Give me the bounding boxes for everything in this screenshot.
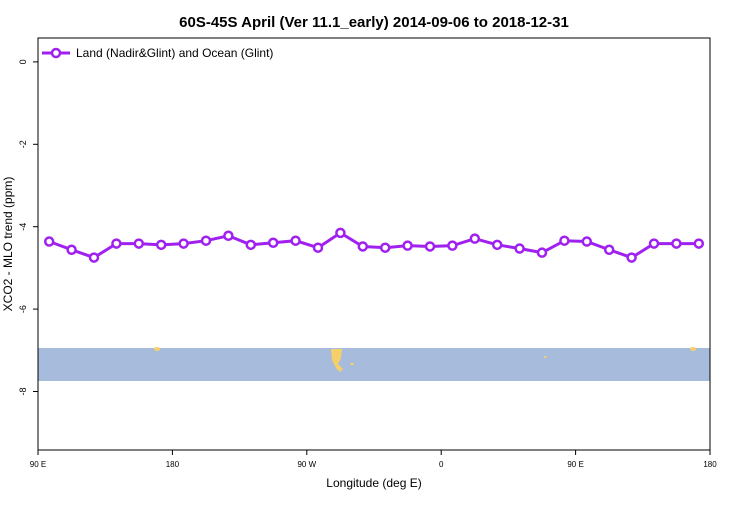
y-tick-label: -2: [18, 140, 28, 148]
data-point: [155, 239, 167, 251]
legend-marker: [50, 47, 62, 59]
plot-frame: [37, 37, 711, 451]
data-point: [626, 252, 637, 263]
data-point: [312, 242, 324, 253]
data-point: [693, 238, 705, 249]
data-point: [648, 238, 660, 249]
x-tick-label: 0: [439, 460, 444, 469]
land-patch: [350, 363, 354, 365]
data-point: [111, 238, 122, 249]
x-tick-label: 180: [166, 460, 180, 469]
data-point: [402, 240, 413, 251]
y-tick-label: -6: [18, 305, 28, 313]
data-point: [514, 243, 525, 254]
data-point: [536, 247, 548, 258]
data-point: [603, 244, 615, 256]
data-point: [267, 237, 279, 249]
data-point: [43, 236, 55, 247]
y-axis-label: XCO2 - MLO trend (ppm): [1, 177, 15, 312]
data-point: [178, 238, 189, 249]
data-point: [671, 238, 682, 249]
data-point: [559, 235, 570, 246]
data-point: [469, 233, 481, 244]
data-point: [133, 238, 145, 249]
legend-label: Land (Nadir&Glint) and Ocean (Glint): [76, 46, 273, 60]
data-point: [290, 235, 301, 246]
data-point: [245, 239, 257, 251]
data-point: [88, 252, 100, 263]
data-point: [223, 230, 234, 242]
data-point: [424, 241, 436, 252]
land-patch: [690, 347, 696, 351]
land-patch: [154, 347, 160, 351]
x-axis-label: Longitude (deg E): [326, 476, 421, 490]
data-point: [581, 236, 593, 247]
chart-title: 60S-45S April (Ver 11.1_early) 2014-09-0…: [179, 14, 569, 31]
y-tick-label: 0: [18, 59, 28, 64]
y-tick-label: -4: [18, 223, 28, 231]
x-tick-label: 180: [703, 460, 717, 469]
data-point: [379, 242, 391, 253]
x-tick-label: 90 E: [567, 460, 583, 469]
x-tick-label: 90 W: [297, 460, 316, 469]
map-strip: [38, 347, 710, 381]
x-tick-label: 90 E: [30, 460, 46, 469]
y-tick-label: -8: [18, 387, 28, 395]
land-patch: [543, 356, 547, 358]
data-point: [357, 241, 369, 252]
data-point: [491, 239, 503, 251]
data-point: [335, 227, 346, 239]
data-point: [66, 244, 77, 256]
data-point: [200, 235, 212, 246]
ocean-band: [38, 348, 710, 381]
data-point: [447, 240, 458, 251]
land-patch: [331, 349, 343, 372]
